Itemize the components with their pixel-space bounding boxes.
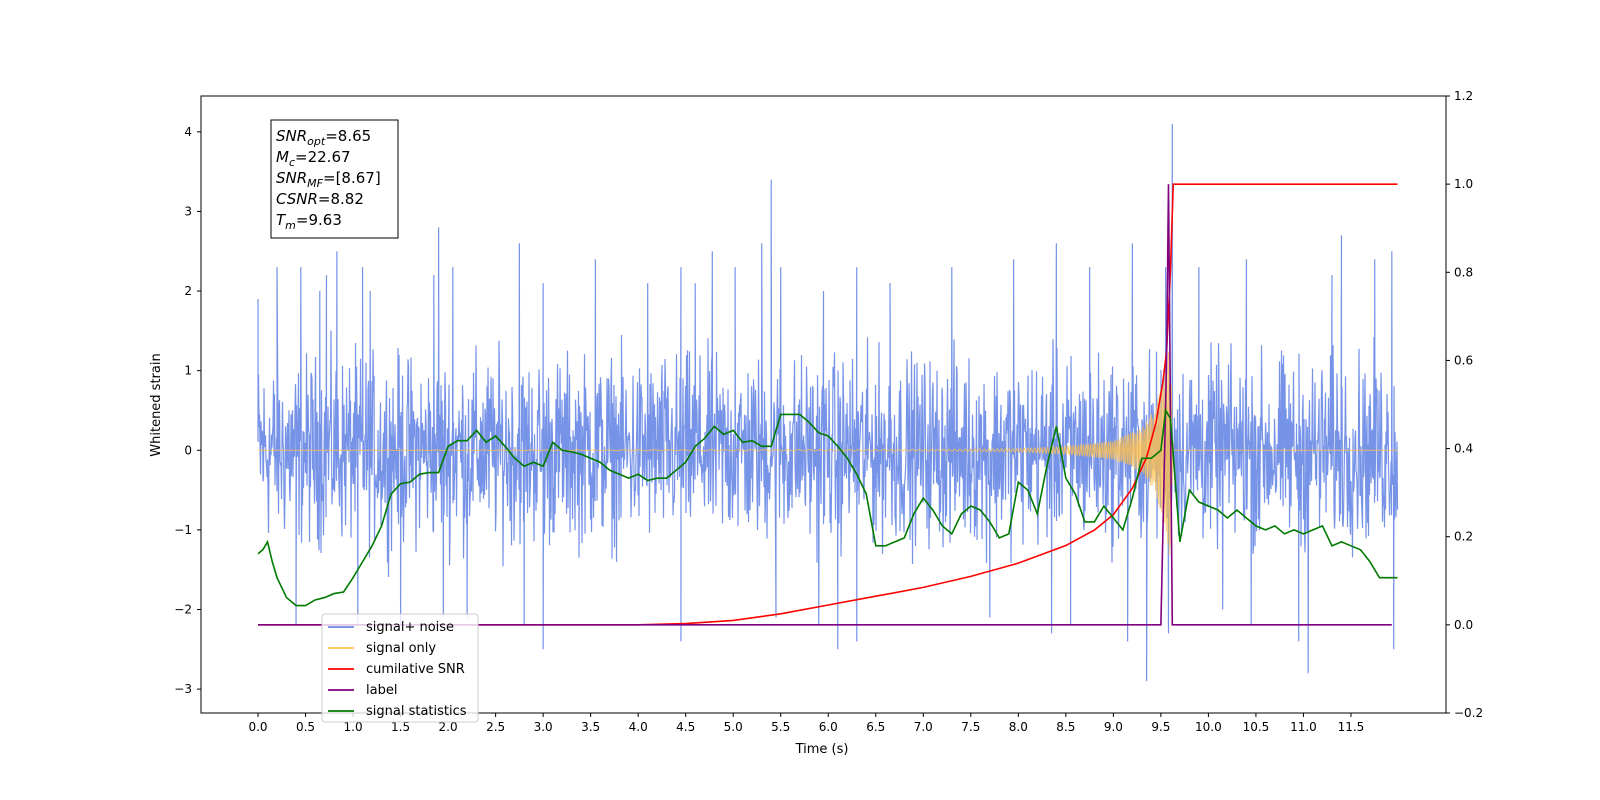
y2-tick-label: 0.8 — [1454, 265, 1473, 279]
x-axis: 0.0 0.5 1.0 1.5 2.0 2.5 3.0 3.5 4.0 4.5 5.0 5.5 6.0 6… — [248, 713, 1364, 734]
series-label-line — [258, 184, 1392, 626]
annotation-subscript: MF — [307, 177, 323, 190]
legend-label: signal statistics — [366, 704, 467, 719]
annotation-subscript: opt — [307, 135, 326, 148]
y2-tick-label: 1.2 — [1454, 89, 1473, 103]
x-tick-label: 4.0 — [629, 720, 648, 734]
x-tick-label: 10.5 — [1243, 720, 1270, 734]
y2-tick-label: 0.0 — [1454, 618, 1473, 632]
stats-annotation-box: SNRopt=8.65Mc=22.67SNRMF=[8.67]CSNR=8.82… — [270, 119, 399, 239]
annotation-symbol: M — [276, 148, 289, 166]
x-tick-label: 1.0 — [344, 720, 363, 734]
annotation-symbol: CSNR — [276, 190, 318, 208]
legend-label: signal only — [366, 641, 436, 656]
annotation-symbol: SNR — [276, 169, 307, 187]
x-tick-label: 9.5 — [1151, 720, 1170, 734]
y2-tick-label: 0.6 — [1454, 353, 1473, 367]
y-tick-label: 0 — [184, 443, 192, 457]
annotation-value: =22.67 — [295, 148, 351, 166]
legend-label: label — [366, 683, 397, 698]
x-tick-label: 9.0 — [1104, 720, 1123, 734]
annotation-value: =8.82 — [318, 190, 364, 208]
x-tick-label: 7.0 — [914, 720, 933, 734]
annotation-value: =8.65 — [325, 127, 371, 145]
x-tick-label: 8.5 — [1056, 720, 1075, 734]
y-axis-left: −3 −2 −1 0 1 2 3 4 — [174, 125, 201, 696]
y-tick-label: −3 — [174, 682, 192, 696]
annotation-line: SNRMF=[8.67] — [276, 169, 381, 190]
annotation-value: =9.63 — [296, 211, 342, 229]
axes-frame — [200, 95, 1447, 714]
y-tick-label: −1 — [174, 523, 192, 537]
y2-tick-label: 0.2 — [1454, 530, 1473, 544]
annotation-line: SNRopt=8.65 — [276, 127, 371, 148]
y2-tick-label: −0.2 — [1454, 706, 1483, 720]
x-tick-label: 0.5 — [296, 720, 315, 734]
annotation-line: CSNR=8.82 — [276, 190, 364, 208]
x-tick-label: 6.0 — [819, 720, 838, 734]
series-signal-only-line — [258, 340, 1398, 555]
x-tick-label: 11.0 — [1290, 720, 1317, 734]
annotation-subscript: c — [289, 156, 295, 169]
x-tick-label: 0.0 — [248, 720, 267, 734]
x-axis-label: Time (s) — [795, 742, 849, 757]
x-tick-label: 5.0 — [724, 720, 743, 734]
x-tick-label: 6.5 — [866, 720, 885, 734]
y-tick-label: 3 — [184, 204, 192, 218]
x-tick-label: 2.0 — [439, 720, 458, 734]
x-tick-label: 2.5 — [486, 720, 505, 734]
y2-tick-label: 0.4 — [1454, 442, 1473, 456]
annotation-symbol: T — [276, 211, 287, 229]
x-tick-label: 8.0 — [1009, 720, 1028, 734]
y-tick-label: −2 — [174, 603, 192, 617]
annotation-subscript: m — [285, 219, 296, 232]
y-tick-label: 4 — [184, 125, 192, 139]
series-signal-noise-line — [257, 123, 1399, 682]
annotation-frame — [270, 119, 399, 239]
x-tick-label: 3.5 — [581, 720, 600, 734]
x-tick-label: 3.0 — [534, 720, 553, 734]
y-tick-label: 2 — [184, 284, 192, 298]
series-cumilative-snr-line — [258, 183, 1398, 626]
annotation-symbol: SNR — [276, 127, 307, 145]
legend: signal+ noise signal only cumilative SNR la… — [321, 613, 479, 723]
annotation-value: =[8.67] — [323, 169, 381, 187]
legend-frame — [321, 613, 479, 723]
x-tick-label: 10.0 — [1195, 720, 1222, 734]
y-axis-label: Whitened strain — [149, 353, 164, 456]
y-axis-right: −0.2 0.0 0.2 0.4 0.6 0.8 1.0 1.2 — [1446, 89, 1483, 720]
series-layer — [257, 123, 1399, 682]
x-tick-label: 7.5 — [961, 720, 980, 734]
y-tick-label: 1 — [184, 364, 192, 378]
y2-tick-label: 1.0 — [1454, 177, 1473, 191]
annotation-line: Mc=22.67 — [276, 148, 351, 169]
x-tick-label: 4.5 — [676, 720, 695, 734]
x-tick-label: 5.5 — [771, 720, 790, 734]
legend-label: cumilative SNR — [366, 662, 465, 677]
series-signal-statistics-line — [257, 408, 1398, 607]
legend-label: signal+ noise — [366, 620, 454, 635]
x-tick-label: 11.5 — [1338, 720, 1365, 734]
annotation-line: Tm=9.63 — [276, 211, 342, 232]
x-tick-label: 1.5 — [391, 720, 410, 734]
